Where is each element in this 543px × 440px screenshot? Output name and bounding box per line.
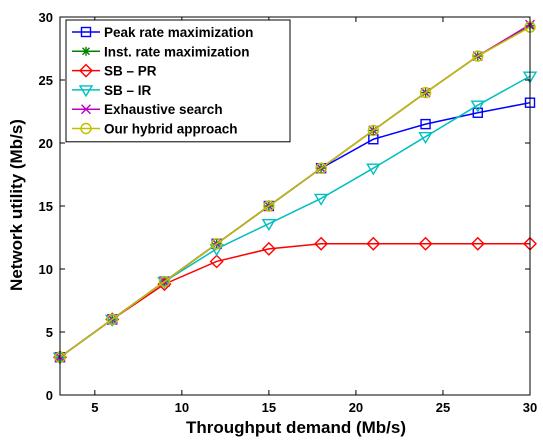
x-axis-label: Throughput demand (Mb/s) — [186, 418, 406, 437]
data-point — [261, 218, 277, 232]
legend-label: Exhaustive search — [104, 102, 223, 117]
x-tick-label: 30 — [523, 400, 537, 415]
legend: Peak rate maximization Inst. rate maximiz… — [65, 19, 291, 143]
data-point — [366, 236, 381, 251]
data-point — [209, 244, 224, 257]
legend-item: Inst. rate maximization — [72, 44, 250, 59]
legend-label: SB – PR — [104, 64, 157, 79]
data-point — [313, 193, 329, 206]
legend-item: SB – PR — [72, 64, 157, 79]
x-tick-label: 20 — [349, 400, 363, 415]
data-point — [367, 124, 380, 137]
data-point — [157, 276, 172, 289]
data-point — [419, 86, 432, 99]
x-tick-label: 10 — [175, 400, 189, 415]
data-point — [209, 254, 224, 269]
x-tick-label: 25 — [436, 400, 450, 415]
legend-label: Our hybrid approach — [104, 122, 238, 137]
legend-label: Inst. rate maximization — [104, 44, 250, 59]
axes: 5 10 15 20 25 30 0 5 10 15 20 25 30 — [39, 10, 538, 415]
data-point — [472, 50, 484, 62]
legend-item: SB – IR — [72, 83, 152, 98]
data-point — [315, 162, 327, 174]
data-point — [470, 236, 485, 251]
y-tick-label: 30 — [39, 10, 53, 25]
plot-area — [52, 19, 538, 365]
legend-label: Peak rate maximization — [104, 25, 253, 40]
data-point — [261, 241, 276, 256]
legend-item: Exhaustive search — [72, 102, 223, 117]
legend-marker — [79, 63, 93, 78]
y-tick-label: 15 — [39, 199, 53, 214]
data-point — [314, 236, 329, 251]
data-point — [420, 118, 431, 130]
legend-marker — [78, 85, 94, 98]
y-tick-label: 25 — [39, 73, 53, 88]
series-6 — [54, 21, 536, 363]
series-3 — [53, 236, 537, 365]
data-point — [263, 200, 275, 212]
data-point — [104, 314, 120, 327]
data-point — [418, 131, 433, 145]
data-point — [418, 236, 433, 251]
legend-marker — [80, 26, 92, 38]
y-tick-label: 10 — [39, 262, 53, 277]
legend-item: Peak rate maximization — [72, 25, 253, 40]
series-line — [59, 26, 531, 358]
x-tick-label: 15 — [262, 400, 276, 415]
y-tick-label: 0 — [46, 388, 53, 403]
legend-label: SB – IR — [104, 83, 152, 98]
series-line — [59, 243, 530, 358]
data-point — [470, 100, 486, 113]
data-point — [366, 163, 381, 176]
legend-marker — [81, 46, 91, 56]
data-point — [210, 238, 223, 250]
legend-item: Our hybrid approach — [72, 122, 238, 137]
y-tick-label: 20 — [39, 136, 53, 151]
data-point — [106, 313, 118, 326]
legend-box — [65, 19, 291, 143]
data-point — [472, 107, 483, 118]
data-point — [158, 275, 171, 288]
legend-marker — [81, 104, 91, 115]
y-tick-label: 5 — [46, 325, 53, 340]
y-axis-label: Network utility (Mb/s) — [7, 119, 26, 291]
legend-marker — [80, 122, 92, 135]
x-tick-label: 5 — [91, 400, 98, 415]
